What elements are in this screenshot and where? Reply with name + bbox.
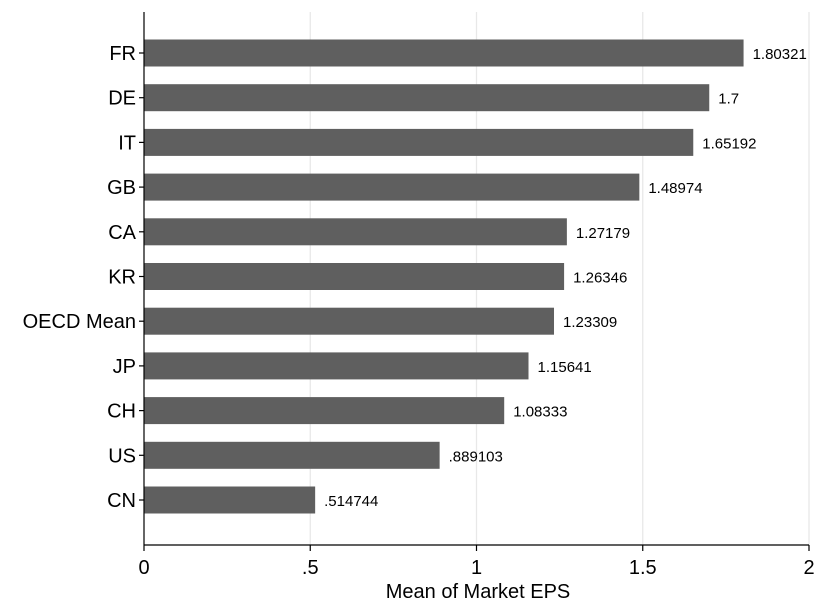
bar-cn: [144, 486, 316, 514]
value-label: 1.27179: [576, 225, 630, 242]
value-label: 1.15641: [538, 359, 592, 376]
value-label: 1.7: [718, 91, 739, 108]
x-tick-label: 1.5: [629, 557, 657, 579]
bar-kr: [144, 263, 565, 290]
x-tick-label: 1: [471, 557, 482, 579]
category-label: CA: [108, 222, 136, 244]
bar-de: [144, 84, 710, 112]
category-label: GB: [107, 177, 136, 199]
bars: [144, 39, 744, 514]
value-label: 1.80321: [753, 46, 807, 63]
value-label: .514744: [324, 493, 378, 510]
category-label: DE: [108, 88, 136, 110]
category-label: FR: [109, 43, 136, 65]
category-label: OECD Mean: [23, 311, 136, 333]
value-label: 1.23309: [563, 314, 617, 331]
bar-jp: [144, 352, 529, 380]
bar-gb: [144, 173, 640, 201]
value-label: .889103: [449, 448, 503, 465]
bar-us: [144, 441, 440, 469]
labels: FR 1.80321 DE 1.7 IT 1.65192 GB 1.48974 CA 1.2717…: [23, 43, 815, 579]
category-label: US: [108, 445, 136, 467]
axes: [139, 12, 810, 551]
category-label: CH: [107, 401, 136, 423]
x-tick-label: 2: [803, 557, 814, 579]
bar-ca: [144, 218, 567, 246]
value-label: 1.08333: [513, 404, 567, 421]
x-axis-title: Mean of Market EPS: [386, 581, 571, 601]
x-tick-label: .5: [302, 557, 319, 579]
category-label: JP: [113, 356, 136, 378]
bar-fr: [144, 39, 744, 67]
bar-ch: [144, 397, 505, 425]
bar-oecd-mean: [144, 307, 555, 335]
value-label: 1.26346: [573, 270, 627, 287]
category-label: CN: [107, 490, 136, 512]
value-label: 1.65192: [702, 135, 756, 152]
x-tick-label: 0: [138, 557, 149, 579]
value-label: 1.48974: [648, 180, 702, 197]
bar-it: [144, 128, 694, 156]
category-label: IT: [118, 132, 136, 154]
category-label: KR: [108, 267, 136, 289]
